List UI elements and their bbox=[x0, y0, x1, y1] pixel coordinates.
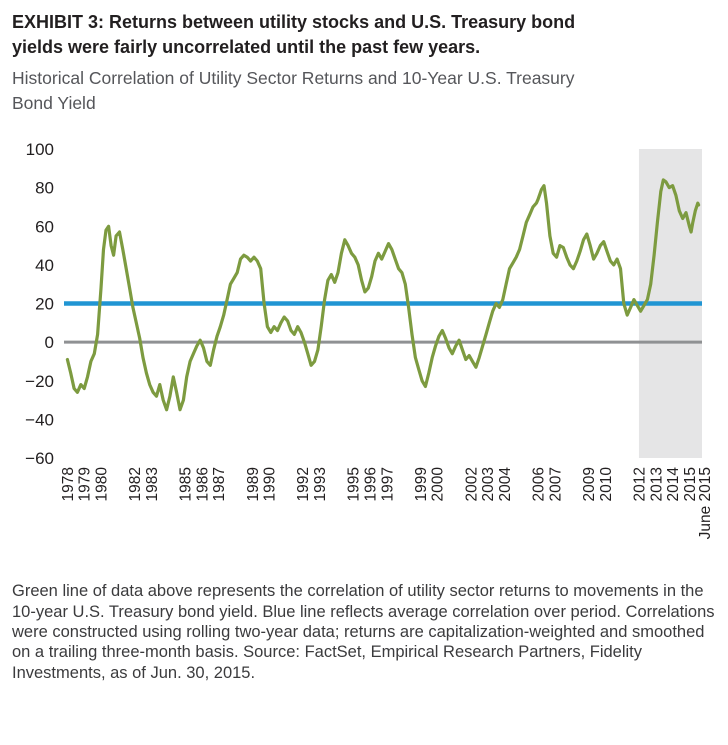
x-axis-tick-label: 1990 bbox=[262, 467, 279, 502]
x-axis-tick-label: 1980 bbox=[94, 467, 111, 502]
x-axis-tick-label: 1987 bbox=[211, 467, 228, 501]
y-axis-tick-label: −60 bbox=[25, 449, 54, 468]
chart-subtitle: Historical Correlation of Utility Sector… bbox=[12, 68, 575, 113]
y-axis-tick-label: 80 bbox=[35, 179, 54, 198]
x-axis-tick-label: 2014 bbox=[665, 467, 682, 502]
x-axis-tick-label: 2013 bbox=[648, 467, 665, 501]
y-axis-tick-label: −20 bbox=[25, 372, 54, 391]
x-axis-tick-label: 1989 bbox=[245, 467, 262, 501]
chart-caption: Green line of data above represents the … bbox=[12, 582, 715, 682]
x-axis-tick-label: 1979 bbox=[77, 467, 94, 501]
x-axis-tick-label: 1993 bbox=[312, 467, 329, 501]
y-axis-tick-label: −40 bbox=[25, 411, 54, 430]
x-axis-tick-label: June 2015 bbox=[697, 467, 714, 539]
x-axis-tick-label: 2007 bbox=[547, 467, 564, 501]
x-axis-tick-label: 1985 bbox=[178, 467, 195, 501]
x-axis-tick-label: 1997 bbox=[379, 467, 396, 501]
utility-correlation-line bbox=[65, 178, 701, 412]
y-axis-tick-label: 20 bbox=[35, 295, 54, 314]
x-axis-tick-label: 1996 bbox=[363, 467, 380, 501]
y-axis-tick-label: 60 bbox=[35, 218, 54, 237]
x-axis-tick-label: 1995 bbox=[346, 467, 363, 501]
exhibit-title: EXHIBIT 3: Returns between utility stock… bbox=[12, 12, 576, 58]
x-axis-tick-label: 2012 bbox=[632, 467, 649, 501]
x-axis-tick-label: 2003 bbox=[480, 467, 497, 501]
x-axis-tick-label: 2006 bbox=[531, 467, 548, 501]
x-axis-tick-label: 2000 bbox=[430, 467, 447, 502]
x-axis-tick-label: 2004 bbox=[497, 467, 514, 502]
y-axis-tick-label: 0 bbox=[45, 334, 54, 353]
x-axis-tick-label: 1983 bbox=[144, 467, 161, 501]
x-axis-tick-label: 2015 bbox=[682, 467, 699, 501]
x-axis-tick-label: 2002 bbox=[463, 467, 480, 501]
x-axis-tick-label: 1999 bbox=[413, 467, 430, 501]
x-axis-tick-label: 1978 bbox=[60, 467, 77, 501]
x-axis-tick-label: 1982 bbox=[127, 467, 144, 501]
x-axis-tick-label: 1986 bbox=[194, 467, 211, 501]
x-axis-tick-label: 1992 bbox=[295, 467, 312, 501]
y-axis-tick-label: 40 bbox=[35, 256, 54, 275]
x-axis-tick-label: 2009 bbox=[581, 467, 598, 501]
y-axis-tick-label: 100 bbox=[26, 140, 54, 159]
x-axis-tick-label: 2010 bbox=[598, 467, 615, 502]
